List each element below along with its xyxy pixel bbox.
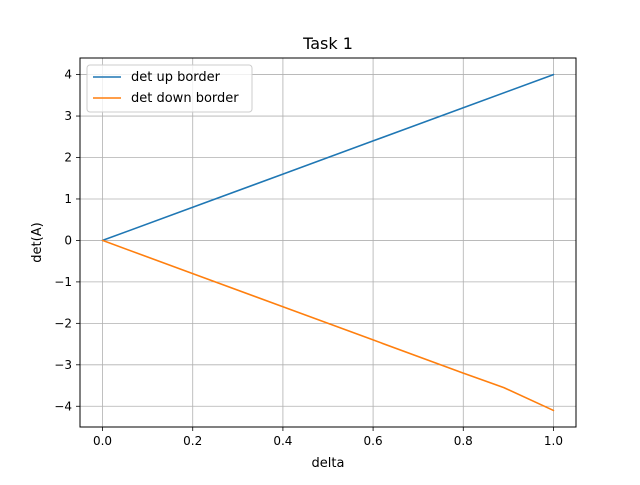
y-tick-label: 3 bbox=[64, 109, 72, 123]
legend-label: det down border bbox=[131, 91, 239, 106]
y-tick-label: 4 bbox=[64, 68, 72, 82]
y-tick-label: −4 bbox=[54, 399, 72, 413]
legend-label: det up border bbox=[131, 70, 221, 85]
y-tick-label: −3 bbox=[54, 358, 72, 372]
series-lines bbox=[101, 73, 555, 412]
y-tick-label: 1 bbox=[64, 192, 72, 206]
x-tick-label: 0.2 bbox=[183, 434, 202, 448]
y-tick-label: −2 bbox=[54, 316, 72, 330]
y-axis-label: det(A) bbox=[30, 222, 45, 262]
y-tick-label: −1 bbox=[54, 275, 72, 289]
x-tick-label: 0.8 bbox=[454, 434, 473, 448]
series-line-1 bbox=[101, 73, 555, 242]
series-line-2 bbox=[101, 239, 555, 412]
plot-frame bbox=[79, 57, 577, 428]
x-tick-label: 0.4 bbox=[273, 434, 292, 448]
legend: det up border det down border bbox=[86, 64, 253, 113]
legend-box bbox=[86, 64, 253, 113]
x-tick-label: 1.0 bbox=[544, 434, 563, 448]
y-tick-label: 0 bbox=[64, 233, 72, 247]
axis-ticks: 0.0 0.2 0.4 0.6 0.8 1.0 −4 −3 −2 −1 0 1 2 3 4 bbox=[54, 68, 563, 448]
x-axis-label: delta bbox=[312, 456, 345, 471]
x-tick-label: 0.6 bbox=[364, 434, 383, 448]
chart-title: Task 1 bbox=[302, 34, 353, 53]
grid bbox=[80, 58, 576, 427]
x-tick-label: 0.0 bbox=[93, 434, 112, 448]
y-tick-label: 2 bbox=[64, 151, 72, 165]
